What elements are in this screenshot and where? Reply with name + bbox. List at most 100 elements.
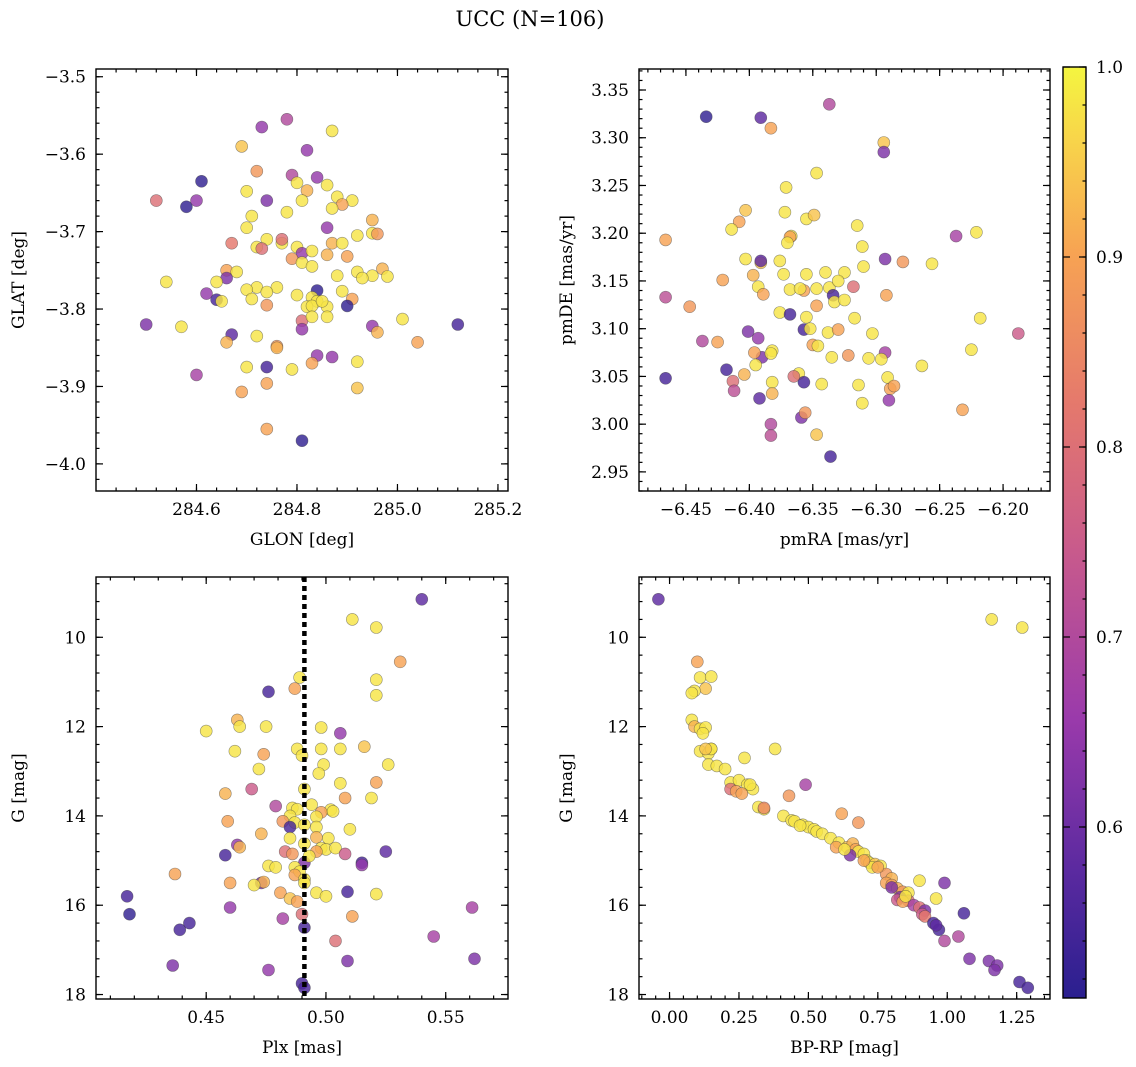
- scatter-point: [699, 110, 713, 123]
- scatter-point: [260, 360, 274, 374]
- scatter-points: [139, 113, 465, 448]
- scatter-point: [973, 311, 987, 325]
- y-tick-label: 3.25: [591, 176, 629, 196]
- scatter-point: [235, 140, 248, 153]
- axes-frame: [95, 68, 509, 492]
- scatter-point: [274, 886, 287, 900]
- scatter-point: [866, 327, 879, 340]
- scatter-point: [699, 742, 712, 756]
- scatter-point: [262, 963, 275, 977]
- scatter-point: [810, 166, 823, 180]
- scatter-point: [305, 260, 319, 273]
- scatter-point: [325, 350, 339, 364]
- scatter-point: [235, 385, 248, 399]
- scatter-point: [233, 840, 246, 854]
- x-tick-label: 285.0: [373, 500, 422, 520]
- scatter-point: [938, 876, 951, 890]
- scatter-point: [220, 335, 233, 349]
- x-tick-label: −6.20: [977, 500, 1029, 520]
- scatter-panel-plx-g: 0.45 0.50 0.55 10 12 14 16 18 Plx [mas] G [mag]: [9, 576, 509, 1058]
- scatter-points: [659, 98, 1025, 463]
- scatter-point: [732, 215, 746, 229]
- scatter-point: [270, 341, 284, 355]
- scatter-point: [913, 874, 926, 888]
- scatter-point: [749, 358, 763, 372]
- scatter-point: [166, 959, 179, 972]
- scatter-point: [350, 381, 364, 395]
- scatter-point: [223, 901, 237, 914]
- y-tick-label: 12: [64, 718, 86, 738]
- scatter-point: [862, 351, 875, 365]
- scatter-point: [335, 236, 349, 250]
- scatter-point: [810, 299, 823, 313]
- scatter-point: [764, 347, 778, 360]
- colorbar: 0.6 0.7 0.8 0.9 1.0: [1062, 58, 1123, 999]
- scatter-point: [1011, 327, 1025, 340]
- scatter-point: [896, 255, 910, 269]
- scatter-point: [683, 300, 697, 314]
- scatter-point: [329, 841, 342, 855]
- scatter-point: [120, 889, 134, 903]
- scatter-point: [123, 907, 136, 921]
- colorbar-tick-label: 0.8: [1096, 438, 1123, 458]
- scatter-point: [949, 229, 963, 243]
- scatter-point: [283, 831, 297, 845]
- scatter-panel-pmra-pmde: −6.45 −6.40 −6.35 −6.30 −6.25 −6.20 2.95 3.00 3.…: [557, 68, 1051, 550]
- scatter-point: [798, 406, 812, 420]
- x-tick-label: 0.50: [789, 1008, 827, 1028]
- scatter-point: [938, 934, 951, 948]
- scatter-point: [300, 144, 314, 157]
- scatter-point: [326, 805, 340, 818]
- scatter-point: [305, 356, 319, 370]
- scatter-point: [965, 343, 978, 357]
- scatter-point: [925, 257, 939, 271]
- scatter-point: [300, 184, 314, 197]
- scatter-point: [269, 799, 283, 813]
- y-axis-label: GLAT [deg]: [9, 231, 29, 329]
- scatter-point: [810, 282, 823, 295]
- x-axis-label: GLON [deg]: [250, 530, 354, 550]
- scatter-point: [320, 221, 334, 234]
- scatter-panel-glon-glat: 284.6 284.8 285.0 285.2 −4.0 −3.9 −3.8 −3.7 −3.6…: [9, 68, 522, 550]
- x-tick-label: 0.25: [720, 1008, 758, 1028]
- scatter-point: [743, 778, 757, 792]
- y-tick-label: 12: [607, 718, 629, 738]
- scatter-point: [822, 98, 836, 111]
- y-tick-label: 16: [64, 896, 86, 916]
- scatter-point: [800, 310, 813, 324]
- scatter-point: [720, 363, 733, 377]
- scatter-point: [718, 762, 732, 776]
- scatter-point: [295, 322, 309, 336]
- scatter-point: [245, 209, 259, 223]
- x-tick-label: −6.45: [660, 500, 712, 520]
- scatter-point: [190, 368, 203, 382]
- scatter-point: [877, 145, 891, 159]
- x-tick-label: 0.75: [859, 1008, 897, 1028]
- x-tick-label: 284.6: [172, 500, 221, 520]
- scatter-point: [325, 202, 339, 215]
- scatter-point: [850, 219, 864, 232]
- scatter-points: [120, 592, 481, 995]
- scatter-point: [659, 290, 672, 304]
- scatter-point: [275, 233, 289, 246]
- scatter-point: [699, 682, 712, 695]
- scatter-point: [831, 323, 845, 336]
- scatter-point: [852, 378, 865, 392]
- scatter-point: [260, 298, 274, 312]
- scatter-point: [793, 819, 807, 833]
- scatter-point: [1015, 621, 1029, 634]
- scatter-point: [396, 312, 409, 326]
- scatter-point: [200, 287, 213, 300]
- x-tick-label: 0.55: [427, 1008, 465, 1028]
- scatter-point: [210, 275, 223, 289]
- scatter-point: [252, 762, 266, 776]
- scatter-point: [716, 273, 730, 287]
- scatter-point: [848, 311, 861, 325]
- scatter-point: [465, 901, 479, 914]
- y-tick-label: 14: [64, 807, 86, 827]
- scatter-point: [290, 176, 304, 190]
- scatter-point: [369, 688, 383, 702]
- scatter-point: [341, 954, 354, 968]
- scatter-point: [783, 308, 797, 321]
